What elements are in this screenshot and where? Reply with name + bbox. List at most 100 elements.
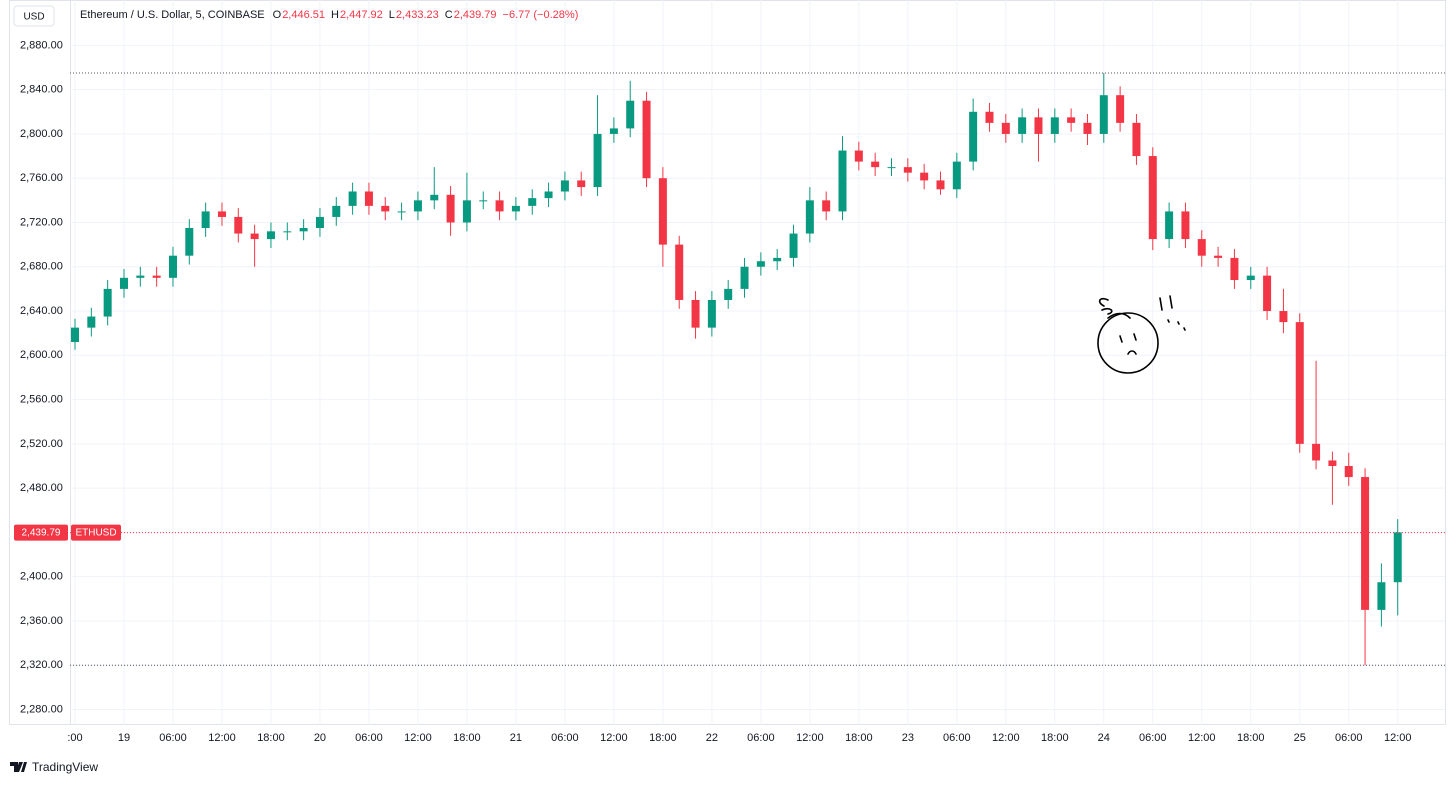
candle-body [1361,477,1370,610]
brand-logo [10,762,27,772]
candle-body [479,200,488,202]
candle-body [185,228,194,256]
candle-body [462,200,471,223]
candle-body [87,316,96,328]
candle-body [1018,117,1027,134]
x-tick-label: 06:00 [159,732,187,744]
candle-body [511,205,520,212]
candle-body [528,198,537,206]
brand: TradingView [32,760,98,774]
candle-body [1034,117,1043,134]
candle-body [348,191,357,206]
candle-body [1263,275,1272,312]
candle-body [626,100,635,129]
candle-body [789,233,798,258]
candle-body [707,299,716,328]
candle-body [1328,460,1337,466]
x-tick-label: 19 [118,732,130,744]
candle-body [364,191,373,206]
ohlc-legend: O 2,446.51 H 2,447.92 L 2,433.23 C 2,439.79 −6.7… [273,9,579,21]
ohlc-value: 2,446.51 [282,9,325,21]
candle-body [691,299,700,328]
candle-body [1246,275,1255,281]
x-tick-label: 18:00 [453,732,481,744]
candle-body [217,211,226,217]
x-tick-label: 06:00 [1335,732,1363,744]
x-tick-label: 06:00 [551,732,579,744]
candle-body [1165,211,1174,240]
candle-body [658,178,667,245]
candle-body [871,161,880,168]
candle-body [805,200,814,234]
x-tick-label: 12:00 [208,732,236,744]
candle-body [283,231,292,233]
x-tick-label: 18:00 [649,732,677,744]
candle-body [168,255,177,278]
candle-body [1312,443,1321,461]
x-tick-label: 21 [510,732,522,744]
candle-body [332,205,341,217]
candle-body [1050,117,1059,134]
candle-body [71,327,79,343]
candle-body [103,288,112,317]
candle-body [1295,322,1304,444]
y-tick-label: 2,640.00 [20,305,63,317]
candle-body [593,133,602,188]
candles [71,73,1402,666]
candle-body [136,275,145,278]
candle-body [1344,465,1353,478]
candle-body [887,167,896,169]
x-tick-label: 18:00 [1041,732,1069,744]
y-tick-label: 2,480.00 [20,482,63,494]
candle-body [1001,122,1010,134]
y-tick-label: 2,400.00 [20,571,63,583]
doodle [1097,295,1186,374]
candle-body [234,216,243,234]
candle-body [430,194,439,201]
candle-body [544,191,553,199]
grid [70,0,1445,725]
chart-frame [9,0,1446,725]
candle-body [675,244,684,300]
ohlc-key: C [445,9,453,21]
x-tick-label: 12:00 [992,732,1020,744]
x-tick-label: :00 [67,732,82,744]
y-tick-label: 2,560.00 [20,393,63,405]
candle-body [1116,95,1125,123]
candle-body [152,275,161,278]
x-tick-label: 23 [902,732,914,744]
x-tick-label: 18:00 [1237,732,1265,744]
candle-body [560,180,569,192]
x-tick-label: 06:00 [747,732,775,744]
candle-body [1083,122,1092,134]
candle-body [1067,117,1076,123]
candle-body [1197,239,1206,256]
candle-body [299,228,308,232]
currency-box[interactable] [13,5,55,27]
candle-body [1148,156,1157,240]
last-price-label: 2,439.79 [22,527,61,538]
x-tick-label: 06:00 [355,732,383,744]
candle-body [1377,582,1386,610]
candle-body [201,211,210,229]
ohlc-key: O [273,9,282,21]
candle-body [413,200,422,212]
candle-body [1181,211,1190,240]
candle-body [838,150,847,212]
ohlc-value: 2,439.79 [454,9,497,21]
x-tick-label: 24 [1098,732,1110,744]
candle-body [642,100,651,179]
y-tick-label: 2,320.00 [20,659,63,671]
y-tick-label: 2,760.00 [20,172,63,184]
symbol-tag [71,524,121,541]
candle-body [724,288,733,300]
candle-body [969,111,978,162]
ohlc-value: 2,433.23 [396,9,439,21]
x-tick-label: 18:00 [845,732,873,744]
candle-body [920,172,929,181]
y-tick-label: 2,800.00 [20,128,63,140]
currency: USD [23,12,44,23]
y-tick-label: 2,720.00 [20,216,63,228]
candle-body [1099,95,1108,134]
